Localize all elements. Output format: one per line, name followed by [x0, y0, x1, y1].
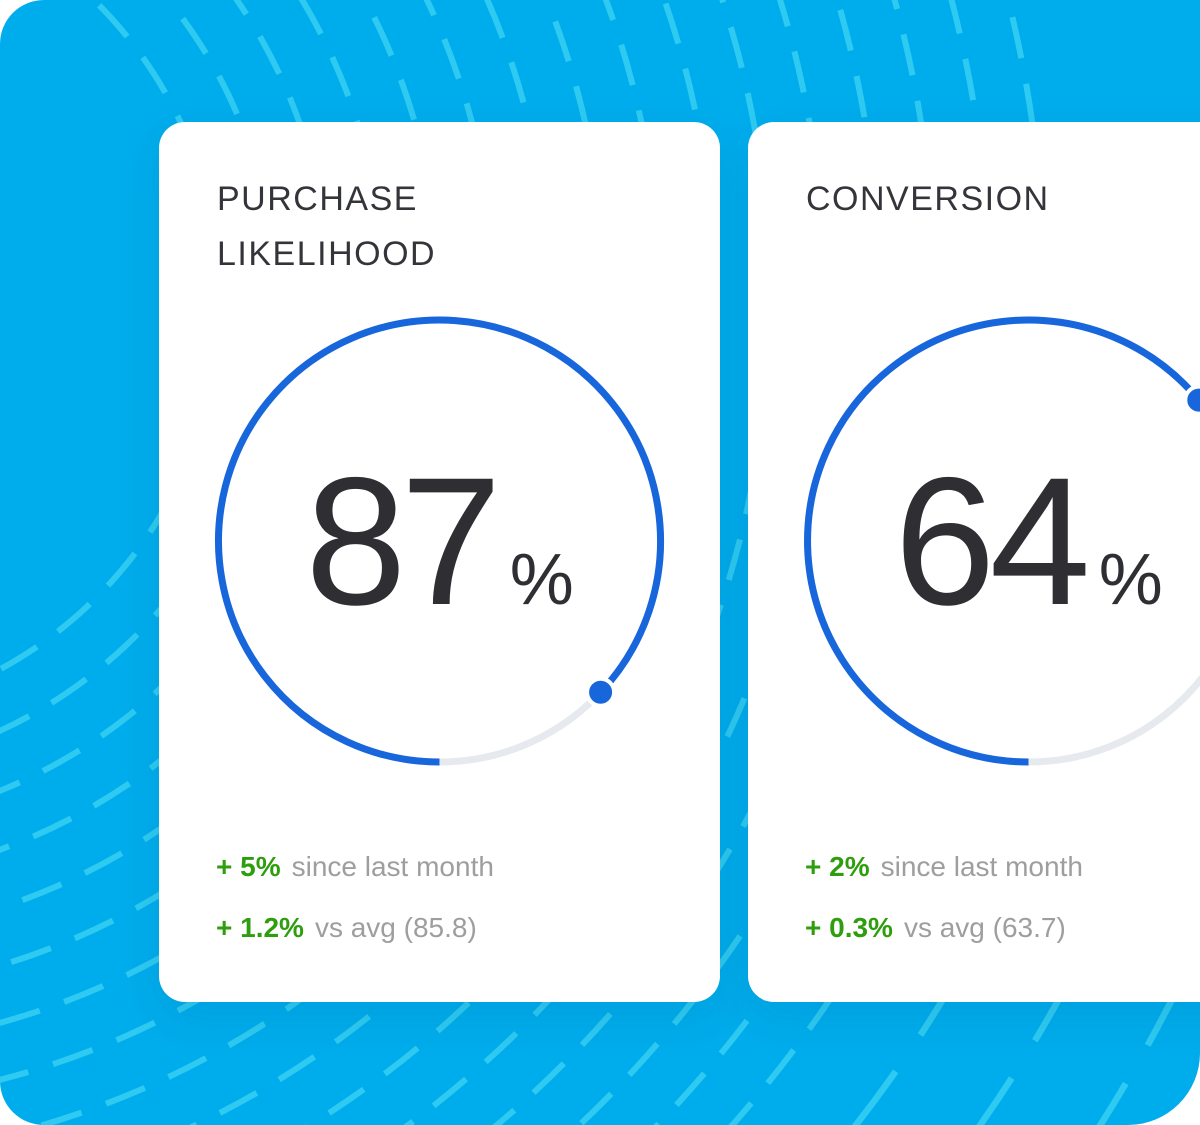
stat-label: vs avg (63.7): [903, 911, 1066, 943]
gauge-ring: [804, 316, 1200, 766]
card-title: PURCHASE LIKELIHOOD: [217, 180, 437, 273]
gauge-value: 64%: [748, 448, 1200, 634]
stat-line: + 2% since last month: [805, 836, 1083, 897]
card-title: CONVERSION: [806, 180, 1050, 218]
stat-label: since last month: [291, 850, 494, 882]
stat-label: since last month: [880, 850, 1083, 882]
gauge-number: 64: [894, 439, 1090, 643]
stat-delta: + 1.2%: [216, 911, 304, 943]
gauge-unit: %: [509, 540, 574, 620]
gauge-ring: [215, 316, 664, 766]
stat-delta: + 5%: [216, 850, 281, 882]
stat-line: + 5% since last month: [216, 836, 494, 897]
stat-line: + 0.3% vs avg (63.7): [805, 897, 1083, 958]
kpi-card-purchase-likelihood: PURCHASE LIKELIHOOD 87% + 5% since last …: [159, 122, 720, 1002]
gauge-unit: %: [1098, 540, 1163, 620]
stat-label: vs avg (85.8): [314, 911, 477, 943]
gauge-number: 87: [305, 439, 501, 643]
stats-block: + 2% since last month + 0.3% vs avg (63.…: [805, 836, 1083, 958]
stat-line: + 1.2% vs avg (85.8): [216, 897, 494, 958]
stats-block: + 5% since last month + 1.2% vs avg (85.…: [216, 836, 494, 958]
gauge-value: 87%: [159, 448, 720, 634]
stat-delta: + 2%: [805, 850, 870, 882]
kpi-card-conversion: CONVERSION 64% + 2% since last month + 0…: [748, 122, 1200, 1002]
stat-delta: + 0.3%: [805, 911, 893, 943]
